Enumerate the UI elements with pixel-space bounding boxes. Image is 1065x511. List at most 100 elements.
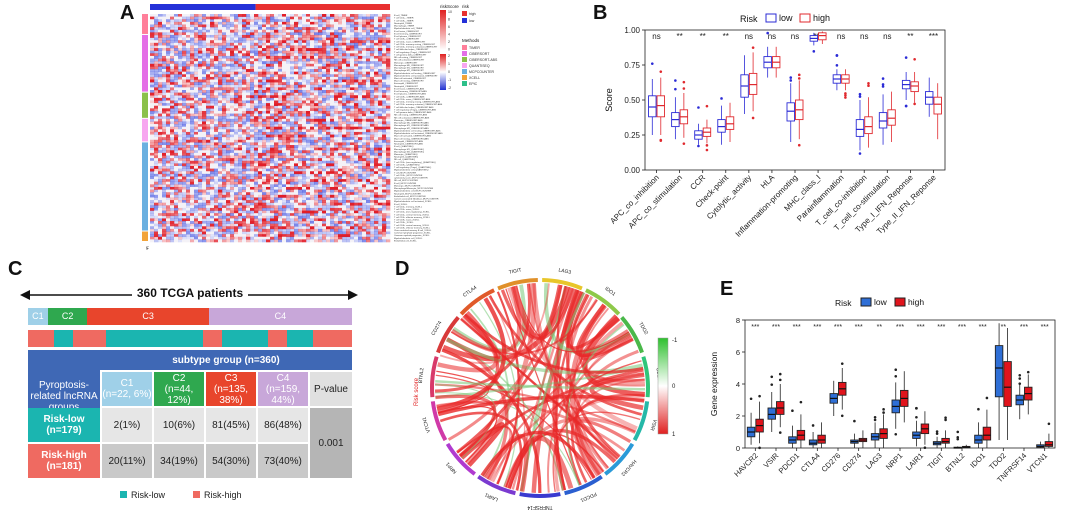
heatmap-cell	[214, 79, 219, 83]
heatmap-cell	[262, 74, 267, 78]
heatmap-cell	[330, 53, 335, 57]
heatmap-cell	[330, 147, 335, 151]
heatmap-cell	[166, 116, 171, 120]
heatmap-cell	[210, 24, 215, 28]
heatmap-cell	[246, 134, 251, 138]
heatmap-cell	[202, 155, 207, 159]
heatmap-cell	[206, 24, 211, 28]
heatmap-cell	[330, 213, 335, 217]
heatmap-cell	[238, 173, 243, 177]
heatmap-cell	[234, 197, 239, 201]
heatmap-cell	[234, 16, 239, 20]
heatmap-cell	[330, 19, 335, 23]
heatmap-cell	[314, 100, 319, 104]
heatmap-cell	[194, 71, 199, 75]
heatmap-cell	[346, 168, 351, 172]
heatmap-cell	[250, 181, 255, 185]
heatmap-cell	[154, 29, 159, 33]
heatmap-cell	[214, 24, 219, 28]
heatmap-cell	[306, 105, 311, 109]
heatmap-cell	[294, 48, 299, 51]
heatmap-cell	[158, 71, 163, 75]
heatmap-cell	[366, 55, 371, 59]
heatmap-cell	[318, 155, 323, 159]
heatmap-cell	[162, 142, 167, 146]
heatmap-cell	[274, 118, 279, 122]
heatmap-cell	[230, 166, 235, 169]
heatmap-cell	[154, 37, 159, 41]
heatmap-cell	[310, 42, 315, 46]
heatmap-cell	[350, 121, 355, 125]
heatmap-cell	[170, 205, 175, 209]
heatmap-cell	[322, 226, 327, 230]
heatmap-cell	[254, 27, 259, 31]
heatmap-cell	[286, 103, 291, 107]
heatmap-cell	[250, 186, 255, 190]
heatmap-cell	[278, 110, 283, 114]
heatmap-cell	[198, 192, 203, 196]
heatmap-cell	[354, 76, 359, 80]
heatmap-cell	[318, 82, 323, 86]
heatmap-cell	[222, 158, 227, 162]
heatmap-cell	[250, 90, 255, 93]
heatmap-cell	[366, 166, 371, 169]
row-label: B cell_MCPCOUNTER	[394, 183, 417, 185]
heatmap-cell	[382, 221, 387, 224]
heatmap-cell	[210, 76, 215, 80]
heatmap-cell	[206, 134, 211, 138]
heatmap-cell	[254, 87, 259, 91]
heatmap-cell	[214, 186, 219, 190]
heatmap-cell	[186, 163, 191, 167]
heatmap-cell	[246, 84, 251, 88]
heatmap-cell	[206, 155, 211, 159]
heatmap-cell	[222, 42, 227, 46]
heatmap-cell	[346, 45, 351, 49]
heatmap-cell	[358, 24, 363, 28]
heatmap-cell	[290, 213, 295, 217]
heatmap-cell	[234, 24, 239, 28]
heatmap-cell	[286, 32, 291, 36]
row-label: T cell CD8+_TIMER	[394, 20, 414, 22]
heatmap-cell	[318, 118, 323, 122]
heatmap-cell	[226, 181, 231, 185]
heatmap-cell	[158, 113, 163, 117]
heatmap-cell	[214, 139, 219, 143]
heatmap-cell	[262, 166, 267, 169]
heatmap-cell	[262, 48, 267, 51]
heatmap-cell	[362, 21, 367, 25]
heatmap-cell	[278, 118, 283, 122]
heatmap-cell	[178, 189, 183, 193]
heatmap-cell	[250, 14, 255, 17]
heatmap-cell	[222, 71, 227, 75]
heatmap-cell	[182, 87, 187, 91]
heatmap-cell	[218, 69, 223, 72]
heatmap-cell	[170, 71, 175, 75]
heatmap-cell	[322, 63, 327, 67]
heatmap-cell	[182, 21, 187, 25]
heatmap-cell	[358, 129, 363, 133]
row-label: NK cell activated_CIBERSORT-ABS	[394, 116, 430, 119]
heatmap-cell	[314, 61, 319, 65]
heatmap-cell	[234, 137, 239, 141]
heatmap-cell	[234, 226, 239, 230]
heatmap-cell	[370, 181, 375, 185]
heatmap-cell	[362, 32, 367, 36]
heatmap-cell	[330, 121, 335, 125]
heatmap-cell	[282, 223, 287, 227]
heatmap-cell	[258, 124, 263, 127]
heatmap-cell	[294, 145, 299, 148]
heatmap-cell	[254, 113, 259, 117]
heatmap-cell	[294, 42, 299, 46]
heatmap-cell	[210, 74, 215, 78]
heatmap-cell	[254, 121, 259, 125]
heatmap-cell	[210, 205, 215, 209]
heatmap-cell	[254, 34, 259, 38]
heatmap-cell	[234, 221, 239, 224]
heatmap-cell	[254, 126, 259, 130]
heatmap-cell	[290, 166, 295, 169]
heatmap-cell	[362, 50, 367, 54]
heatmap-cell	[374, 87, 379, 91]
heatmap-cell	[234, 173, 239, 177]
heatmap-cell	[374, 82, 379, 86]
heatmap-cell	[190, 21, 195, 25]
